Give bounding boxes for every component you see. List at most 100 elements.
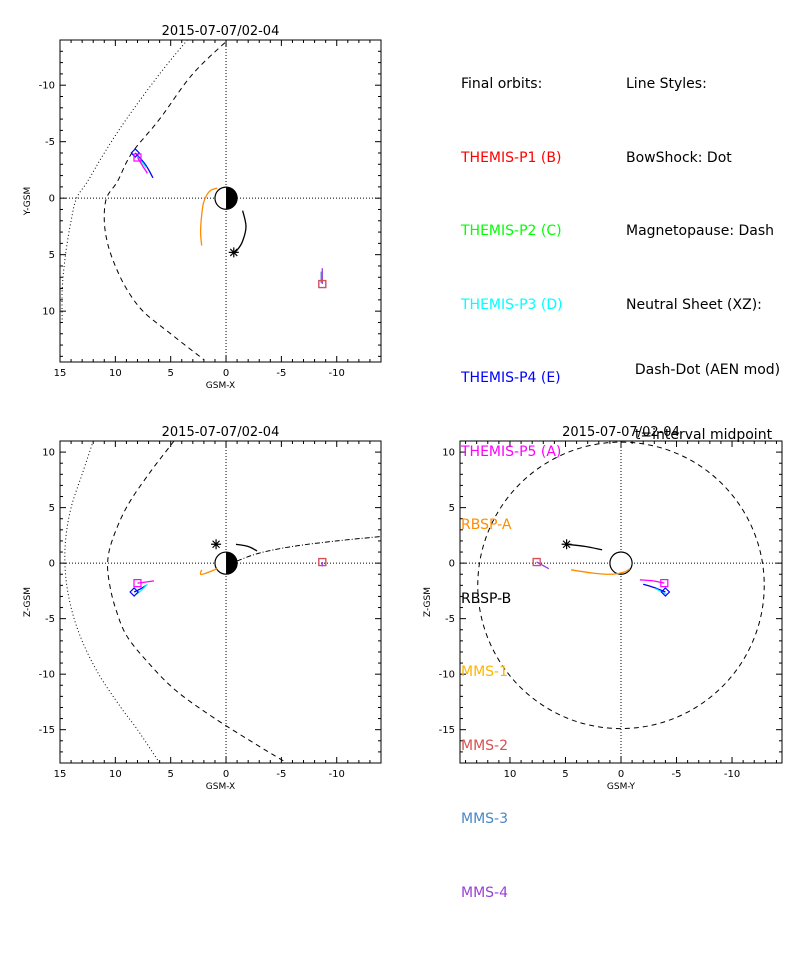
marker-square: [532, 557, 541, 567]
legend-entry: THEMIS-P5 (A): [461, 443, 562, 460]
line-styles-legend: Line Styles: BowShock: Dot Magnetopause:…: [626, 23, 780, 492]
marker-diamond: [660, 587, 671, 597]
panel-frame: [59, 39, 382, 363]
legend-entry: MMS-1: [461, 664, 509, 680]
line-style-entry: Dash-Dot (AEN mod): [626, 361, 781, 378]
x-tick-label: 0: [223, 368, 229, 379]
orbit-plot-page: 2015-07-07/02-04 15 10 5 0 -5 -10 -10 -5 0 5 10 GSM-…: [23, 23, 783, 901]
magnetopause-line: [107, 441, 288, 763]
marker-diamond: [129, 587, 140, 597]
marker-square: [318, 557, 327, 567]
earth-night-side: [226, 552, 238, 575]
marker-square: [660, 579, 669, 588]
legend-entry: MMS-4: [461, 884, 509, 901]
orbit-themis-p3: [655, 588, 667, 595]
marker-star: [561, 539, 572, 550]
y-tick-label: 10: [42, 307, 55, 318]
y-tick-label: -5: [445, 614, 455, 625]
bowshock-line: [61, 40, 188, 323]
y-tick-label: 5: [49, 503, 55, 514]
marker-square: [133, 153, 142, 162]
orbit-rbsp-b: [233, 210, 247, 253]
legend-entry: RBSP-A: [461, 517, 512, 533]
bowshock-line: [64, 441, 161, 763]
orbit-rbsp-a: [199, 568, 218, 576]
orbit-themis-p5: [136, 157, 148, 174]
y-tick-label: -15: [439, 725, 455, 736]
x-tick-label: 5: [562, 769, 568, 780]
orbits-legend: Final orbits: THEMIS-P1 (B) THEMIS-P2 (C…: [461, 23, 563, 954]
y-tick-label: -15: [39, 725, 55, 736]
y-tick-label: 10: [42, 448, 55, 459]
panel-title: 2015-07-07/02-04: [162, 24, 280, 39]
x-tick-label: 0: [618, 769, 624, 780]
line-style-entry: Magnetopause: Dash: [626, 223, 775, 239]
y-tick-label: 5: [49, 250, 55, 261]
line-style-entry: Neutral Sheet (XZ):: [626, 296, 762, 313]
x-tick-label: -5: [276, 769, 286, 780]
y-tick-label: -5: [45, 137, 55, 148]
x-tick-label: 0: [223, 769, 229, 780]
x-axis-label: GSM-Y: [607, 782, 636, 792]
legend-entry: MMS-3: [461, 811, 509, 827]
y-axis-label: Z-GSM: [23, 587, 33, 617]
legend-entry: THEMIS-P3 (D): [461, 296, 563, 313]
orbit-plots-svg: 2015-07-07/02-04 15 10 5 0 -5 -10 -10 -5 0 5 10 GSM-…: [23, 24, 783, 792]
orbit-themis-p5: [639, 579, 665, 584]
panel-frame: [59, 440, 382, 764]
x-axis-label: GSM-X: [206, 381, 235, 391]
x-tick-label: -5: [672, 769, 682, 780]
panel-xz: 2015-07-07/02-04 15 10 5 0 -5 -10 -15 -10 -5 0 5 10 G…: [23, 425, 382, 792]
y-axis-label: Z-GSM: [423, 587, 433, 617]
x-tick-label: 10: [504, 769, 517, 780]
x-tick-label: 5: [168, 368, 174, 379]
y-tick-label: -10: [39, 81, 55, 92]
panel-yz: 2015-07-07/02-04 10 5 0 -5 -10 -15 -10 -5 0 5 10 GSM…: [423, 425, 783, 792]
y-tick-label: -10: [439, 670, 455, 681]
plot-area: [60, 441, 381, 763]
orbits-legend-title: Final orbits:: [461, 76, 543, 92]
legend-entry: MMS-2: [461, 737, 509, 754]
marker-star: [228, 247, 239, 258]
marker-square: [318, 279, 327, 289]
y-tick-label: 0: [449, 559, 455, 570]
x-tick-label: -5: [276, 368, 286, 379]
y-tick-label: 0: [49, 559, 55, 570]
x-axis-label: GSM-X: [206, 782, 235, 792]
panel-title: 2015-07-07/02-04: [562, 425, 680, 440]
legend-entry: THEMIS-P2 (C): [461, 223, 562, 239]
orbit-mms-4: [536, 561, 550, 570]
earth-night-side: [226, 187, 238, 210]
x-tick-label: -10: [329, 368, 345, 379]
orbit-rbsp-a: [199, 187, 218, 246]
y-tick-label: 5: [449, 503, 455, 514]
legend-entry: RBSP-B: [461, 590, 512, 607]
line-styles-title: Line Styles:: [626, 76, 707, 92]
orbit-rbsp-b: [235, 543, 258, 552]
orbit-themis-p5: [137, 580, 155, 584]
panel-title: 2015-07-07/02-04: [162, 425, 280, 440]
y-tick-label: -5: [45, 614, 55, 625]
marker-star: [211, 539, 222, 550]
orbit-rbsp-a: [570, 568, 631, 575]
x-tick-label: -10: [329, 769, 345, 780]
magnetopause-line: [103, 40, 229, 361]
earth-icon: [609, 551, 633, 575]
line-style-entry: BowShock: Dot: [626, 149, 732, 166]
x-tick-label: -10: [724, 769, 740, 780]
y-axis-label: Y-GSM: [23, 187, 33, 216]
y-tick-label: 10: [442, 448, 455, 459]
panel-xy: 2015-07-07/02-04 15 10 5 0 -5 -10 -10 -5 0 5 10 GSM-…: [23, 24, 382, 391]
plot-area: [60, 40, 381, 362]
plot-area: [460, 441, 782, 763]
x-tick-label: 15: [54, 368, 67, 379]
legend-entry: THEMIS-P1 (B): [461, 149, 562, 166]
neutral-sheet-line: [236, 536, 381, 562]
x-tick-label: 10: [109, 368, 122, 379]
legend-entry: THEMIS-P4 (E): [461, 370, 561, 386]
x-tick-label: 15: [54, 769, 67, 780]
magnetopause-line: [477, 441, 765, 730]
marker-diamond: [130, 148, 141, 158]
x-tick-label: 5: [168, 769, 174, 780]
y-tick-label: -10: [39, 670, 55, 681]
